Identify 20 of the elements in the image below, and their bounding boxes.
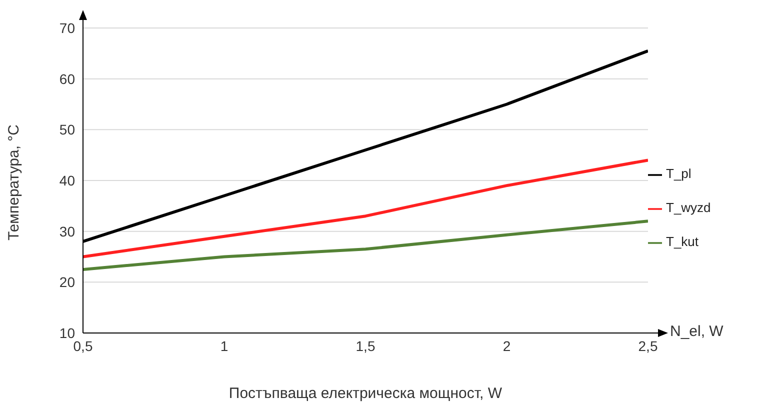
x-tick-label: 2 (502, 338, 511, 354)
y-tick-label: 50 (59, 122, 76, 138)
text: N_el, W (670, 323, 724, 340)
legend-label: T_pl (666, 166, 692, 181)
x-tick-label: 1 (220, 338, 228, 354)
y-tick-label: 10 (59, 324, 76, 341)
legend-label: T_kut (666, 234, 699, 249)
y-tick-label: 40 (59, 172, 76, 188)
x-axis-title: Постъпваща електрическа мощност, W (228, 385, 503, 402)
legend-label: T_wyzd (666, 200, 711, 215)
y-tick-label: 20 (59, 274, 76, 290)
y-tick-label: 60 (59, 70, 76, 87)
line-series (83, 220, 648, 271)
y-axis-title: Температура, °C (5, 124, 22, 240)
x-tick-label: 2,5 (638, 338, 658, 354)
x-tick-label: 1,5 (356, 338, 376, 354)
y-tick-label: 30 (59, 223, 76, 240)
y-tick-label: 70 (59, 20, 76, 36)
line-series (83, 158, 648, 258)
x-tick-label: 0,5 (73, 338, 93, 354)
